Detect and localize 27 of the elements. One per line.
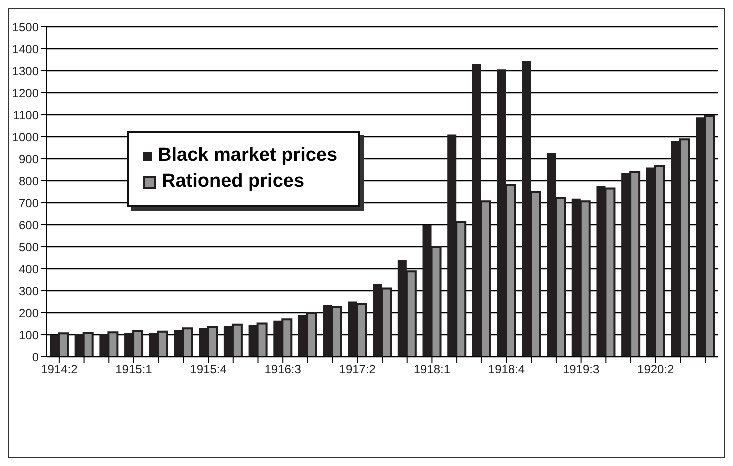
x-tick-label: 1916:3 [264,362,302,377]
y-tick-label: 500 [18,240,40,254]
y-tick-label: 0 [32,350,40,364]
x-tick-label: 1915:4 [190,362,228,377]
y-tick-label: 200 [18,306,40,320]
y-tick-label: 1400 [12,42,40,56]
legend-label: Rationed prices [162,171,305,193]
y-tick-label: 1000 [12,130,40,144]
y-tick-label: 700 [18,196,40,210]
y-tick-label: 1500 [12,20,40,34]
y-tick-label: 900 [18,152,40,166]
y-tick-label: 400 [18,262,40,276]
y-tick-label: 800 [18,174,40,188]
x-tick-label: 1914:2 [41,362,78,377]
y-tick-label: 1200 [12,86,40,100]
y-tick-label: 100 [18,328,40,342]
legend-label: Black market prices [158,145,338,167]
x-tick-label: 1920:2 [638,362,675,377]
y-tick-label: 600 [18,218,40,232]
x-tick-label: 1915:1 [116,362,153,377]
x-tick-label: 1917:2 [339,362,376,377]
x-tick-label: 1919:3 [562,362,600,377]
x-tick-label: 1918:1 [414,362,451,377]
y-tick-label: 300 [18,284,40,298]
x-tick-label: 1918:4 [488,362,526,377]
y-tick-label: 1100 [13,108,40,122]
y-tick-label: 1300 [12,64,40,78]
